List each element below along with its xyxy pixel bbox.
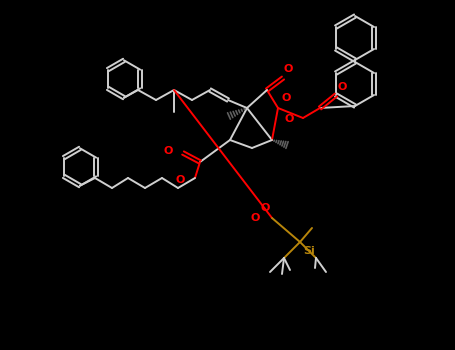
Text: O: O (176, 175, 185, 185)
Text: O: O (282, 93, 291, 103)
Text: O: O (251, 213, 260, 223)
Text: O: O (338, 82, 347, 92)
Text: O: O (164, 146, 173, 156)
Text: Si: Si (303, 246, 315, 256)
Text: O: O (260, 203, 270, 213)
Text: O: O (284, 64, 293, 74)
Text: O: O (285, 114, 294, 124)
